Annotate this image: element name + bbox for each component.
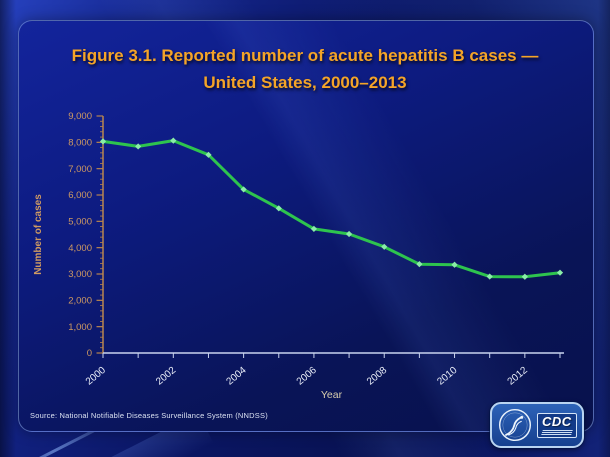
y-tick-label: 2,000 xyxy=(68,296,92,307)
data-series xyxy=(99,137,564,280)
cdc-logo-stripes xyxy=(541,429,573,435)
x-tick-label: 2012 xyxy=(506,365,530,388)
y-tick-label: 3,000 xyxy=(68,269,92,280)
data-point-marker xyxy=(345,230,353,238)
line-chart-svg: 0 1,000 2,000 3,000 4,000 5,000 6,000 7,000 8,00… xyxy=(33,111,564,401)
data-point-marker xyxy=(275,205,282,212)
cdc-logo-text: CDC xyxy=(542,413,572,429)
y-tick-label: 8,000 xyxy=(68,138,92,149)
data-point-marker xyxy=(521,273,528,280)
y-tick-label: 5,000 xyxy=(68,217,92,228)
slide-title-line1: Figure 3.1. Reported number of acute hep… xyxy=(71,46,539,65)
y-tick-label: 4,000 xyxy=(68,243,92,254)
axes: 0 1,000 2,000 3,000 4,000 5,000 6,000 7,000 8,00… xyxy=(33,111,564,401)
data-point-marker xyxy=(205,151,212,158)
y-tick-label: 6,000 xyxy=(68,190,92,201)
data-point-marker xyxy=(451,261,458,268)
data-point-marker xyxy=(170,137,177,144)
y-tick-label: 9,000 xyxy=(68,111,92,122)
left-edge-shade xyxy=(0,0,16,457)
x-tick-label: 2004 xyxy=(224,365,248,388)
slide-title: Figure 3.1. Reported number of acute hep… xyxy=(40,42,570,96)
data-point-marker xyxy=(99,138,107,145)
x-tick-label: 2006 xyxy=(295,365,319,388)
data-point-marker xyxy=(556,269,564,276)
cdc-hhs-logo: CDC xyxy=(490,402,584,448)
data-point-marker xyxy=(381,243,388,250)
data-point-marker xyxy=(486,273,493,280)
y-tick-label: 1,000 xyxy=(68,322,92,333)
slide-title-line2: United States, 2000–2013 xyxy=(203,73,407,93)
y-tick-label: 0 xyxy=(87,348,92,359)
chart-area: 0 1,000 2,000 3,000 4,000 5,000 6,000 7,000 8,00… xyxy=(28,106,580,404)
cdc-logo-box: CDC xyxy=(537,412,577,438)
right-edge-shade xyxy=(598,0,610,457)
data-point-marker xyxy=(240,186,247,193)
y-tick-label: 7,000 xyxy=(68,164,92,175)
x-tick-label: 2002 xyxy=(154,365,178,388)
x-tick-label: 2008 xyxy=(365,365,389,388)
x-tick-label: 2000 xyxy=(84,365,108,388)
data-point-marker xyxy=(310,225,318,232)
x-axis-title: Year xyxy=(321,389,343,401)
hhs-seal-icon xyxy=(498,408,532,442)
y-axis-title: Number of cases xyxy=(33,194,44,275)
x-tick-label: 2010 xyxy=(435,365,459,388)
data-point-marker xyxy=(416,261,423,268)
data-point-marker xyxy=(135,143,142,150)
source-note: Source: National Notifiable Diseases Sur… xyxy=(30,411,268,420)
data-series-line xyxy=(101,139,562,279)
